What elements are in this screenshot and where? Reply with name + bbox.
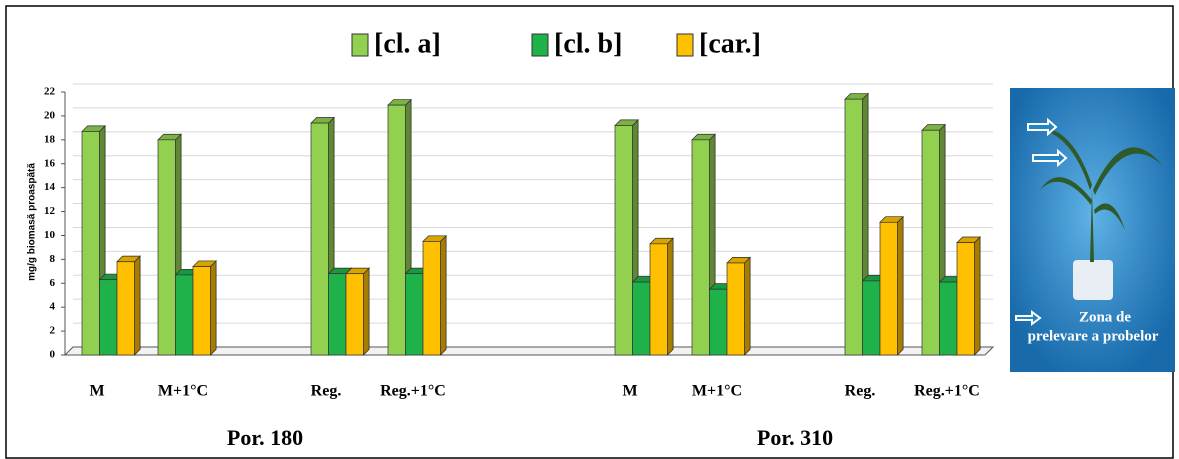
photo-caption: Zona de <box>1079 309 1131 325</box>
bar-front <box>82 131 100 355</box>
y-tick-label: 4 <box>50 301 56 313</box>
bar-front <box>650 244 668 355</box>
pot <box>1073 260 1113 300</box>
legend-swatch <box>352 34 368 56</box>
bar-front <box>176 275 194 355</box>
y-tick-label: 2 <box>50 325 56 337</box>
bar-front <box>922 130 940 355</box>
bar <box>727 257 750 355</box>
bar-front <box>329 274 347 355</box>
bar <box>957 237 980 355</box>
bar-front <box>633 282 651 355</box>
x-tick-label: Reg. <box>845 383 876 400</box>
y-tick-label: 6 <box>50 277 56 289</box>
legend-swatch <box>532 34 548 56</box>
bar-front <box>388 105 406 355</box>
bar-front <box>727 263 745 355</box>
bar-front <box>100 280 118 355</box>
bar-front <box>710 289 728 355</box>
y-tick-label: 12 <box>44 205 56 217</box>
bar-front <box>863 281 881 355</box>
x-tick-label: Reg.+1°C <box>914 383 980 400</box>
bar <box>117 256 140 355</box>
bar-front <box>940 282 958 355</box>
bar <box>650 238 673 355</box>
x-tick-label: M+1°C <box>158 383 208 400</box>
x-tick-label: M <box>89 383 104 400</box>
y-tick-label: 22 <box>44 86 56 98</box>
bar-side <box>745 257 751 355</box>
bar-side <box>441 236 447 355</box>
y-tick-label: 0 <box>50 349 56 361</box>
bar <box>193 261 216 355</box>
bar-front <box>880 222 898 355</box>
group-label: Por. 180 <box>227 425 303 450</box>
bar-front <box>692 140 710 355</box>
legend-label: [car.] <box>699 28 761 59</box>
y-axis-label: mg/g biomasă proaspătă <box>27 163 38 281</box>
x-tick-label: M <box>622 383 637 400</box>
group-label: Por. 310 <box>757 425 833 450</box>
chart: mg/g biomasă proaspătă Por. 180 Por. 310… <box>0 0 1179 459</box>
bar-front <box>346 274 364 355</box>
bar-side <box>364 268 370 355</box>
x-tick-label: Reg. <box>311 383 342 400</box>
photo-caption: prelevare a probelor <box>1028 328 1159 344</box>
bar-front <box>158 140 176 355</box>
legend-label: [cl. b] <box>554 28 622 59</box>
x-tick-label: Reg.+1°C <box>380 383 446 400</box>
bar-front <box>117 262 135 355</box>
legend-label: [cl. a] <box>374 28 441 59</box>
y-tick-label: 10 <box>44 229 56 241</box>
bar-front <box>193 267 211 355</box>
bar <box>423 236 446 355</box>
bar-side <box>668 238 674 355</box>
y-tick-label: 16 <box>44 157 56 169</box>
legend-swatch <box>677 34 693 56</box>
bar <box>346 268 369 355</box>
bar <box>880 217 903 355</box>
bar-front <box>311 123 329 355</box>
bar-side <box>975 237 981 355</box>
bar-front <box>406 274 424 355</box>
bar-side <box>211 261 217 355</box>
y-tick-label: 8 <box>50 253 56 265</box>
bar-side <box>135 256 141 355</box>
bar-front <box>423 241 441 355</box>
bar-front <box>615 125 633 355</box>
y-tick-label: 18 <box>44 133 56 145</box>
y-tick-label: 14 <box>44 181 56 193</box>
bar-side <box>898 217 904 355</box>
bar-front <box>957 243 975 355</box>
bar-front <box>845 99 863 355</box>
y-tick-label: 20 <box>44 109 56 121</box>
x-tick-label: M+1°C <box>692 383 742 400</box>
photo: Zona de prelevare a probelor <box>1010 88 1175 372</box>
